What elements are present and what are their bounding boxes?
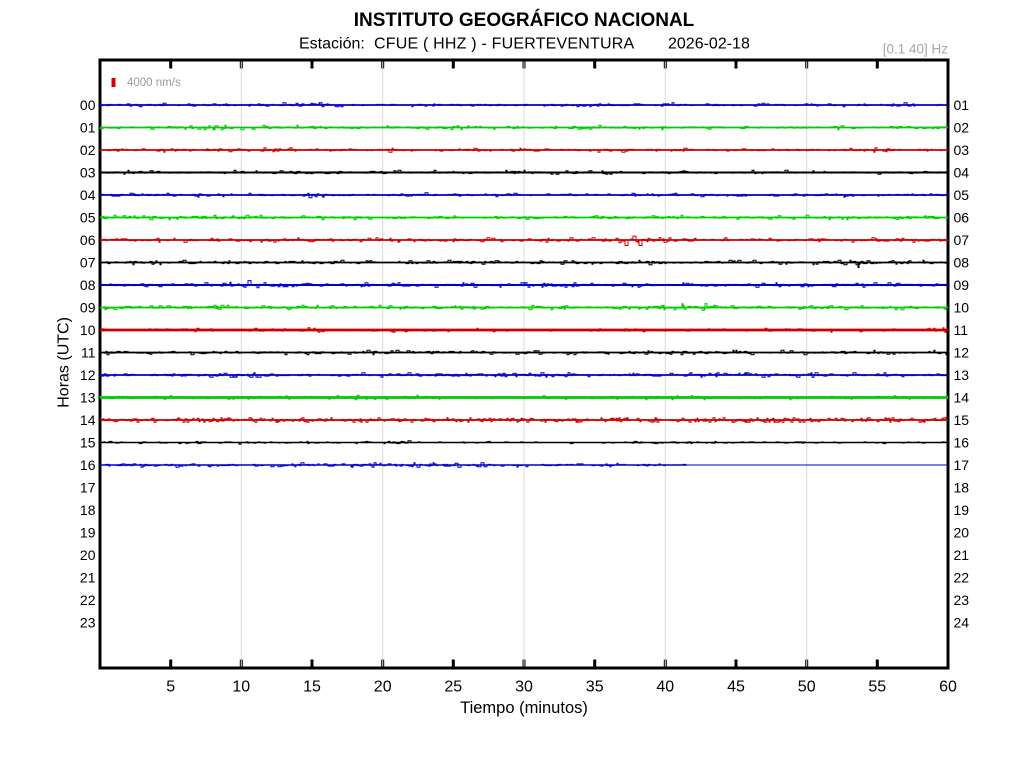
svg-text:15: 15 (303, 679, 321, 696)
svg-text:03: 03 (954, 142, 970, 158)
svg-text:21: 21 (954, 547, 970, 563)
svg-text:Estación:: Estación: (299, 36, 365, 53)
svg-text:55: 55 (868, 679, 886, 696)
svg-text:04: 04 (80, 187, 96, 203)
svg-text:01: 01 (80, 120, 96, 136)
svg-text:Tiempo (minutos): Tiempo (minutos) (460, 699, 588, 717)
svg-text:40: 40 (656, 679, 674, 696)
svg-text:20: 20 (374, 679, 392, 696)
svg-text:15: 15 (80, 435, 96, 451)
svg-text:4000 nm/s: 4000 nm/s (127, 77, 181, 89)
svg-text:20: 20 (80, 547, 96, 563)
svg-text:05: 05 (80, 210, 96, 226)
svg-text:25: 25 (444, 679, 462, 696)
svg-text:13: 13 (954, 367, 970, 383)
svg-text:22: 22 (954, 570, 970, 586)
svg-text:17: 17 (80, 480, 96, 496)
svg-text:07: 07 (954, 232, 970, 248)
svg-text:04: 04 (954, 165, 970, 181)
svg-text:50: 50 (798, 679, 816, 696)
svg-text:12: 12 (80, 367, 96, 383)
svg-text:18: 18 (80, 502, 96, 518)
svg-text:16: 16 (954, 435, 970, 451)
svg-text:14: 14 (80, 412, 96, 428)
svg-text:06: 06 (954, 210, 970, 226)
svg-text:01: 01 (954, 97, 970, 113)
svg-text:23: 23 (954, 592, 970, 608)
svg-text:24: 24 (954, 615, 970, 631)
svg-text:60: 60 (939, 679, 957, 696)
svg-text:12: 12 (954, 345, 970, 361)
svg-text:19: 19 (80, 525, 96, 541)
svg-text:00: 00 (80, 97, 96, 113)
svg-text:INSTITUTO GEOGRÁFICO NACIONAL: INSTITUTO GEOGRÁFICO NACIONAL (354, 9, 695, 31)
svg-text:07: 07 (80, 255, 96, 271)
svg-text:21: 21 (80, 570, 96, 586)
svg-text:30: 30 (515, 679, 533, 696)
svg-text:09: 09 (80, 300, 96, 316)
svg-text:[0.1 40] Hz: [0.1 40] Hz (883, 42, 949, 57)
svg-text:20: 20 (954, 525, 970, 541)
svg-text:17: 17 (954, 457, 970, 473)
svg-text:03: 03 (80, 165, 96, 181)
svg-text:35: 35 (586, 679, 604, 696)
svg-text:18: 18 (954, 480, 970, 496)
svg-text:2026-02-18: 2026-02-18 (668, 36, 750, 53)
svg-text:10: 10 (232, 679, 250, 696)
svg-text:22: 22 (80, 592, 96, 608)
svg-text:14: 14 (954, 390, 970, 406)
svg-text:5: 5 (166, 679, 175, 696)
svg-text:02: 02 (954, 120, 970, 136)
svg-text:Horas (UTC): Horas (UTC) (55, 317, 72, 408)
svg-text:10: 10 (80, 322, 96, 338)
svg-text:06: 06 (80, 232, 96, 248)
svg-text:08: 08 (954, 255, 970, 271)
svg-text:19: 19 (954, 502, 970, 518)
svg-text:08: 08 (80, 277, 96, 293)
svg-text:10: 10 (954, 300, 970, 316)
svg-text:05: 05 (954, 187, 970, 203)
svg-text:09: 09 (954, 277, 970, 293)
svg-text:15: 15 (954, 412, 970, 428)
svg-text:02: 02 (80, 142, 96, 158)
svg-text:11: 11 (81, 345, 96, 361)
svg-text:23: 23 (80, 615, 96, 631)
svg-text:45: 45 (727, 679, 745, 696)
svg-text:13: 13 (80, 390, 96, 406)
svg-text:11: 11 (954, 322, 969, 338)
svg-text:CFUE ( HHZ ) - FUERTEVENTURA: CFUE ( HHZ ) - FUERTEVENTURA (374, 36, 635, 53)
svg-text:16: 16 (80, 457, 96, 473)
